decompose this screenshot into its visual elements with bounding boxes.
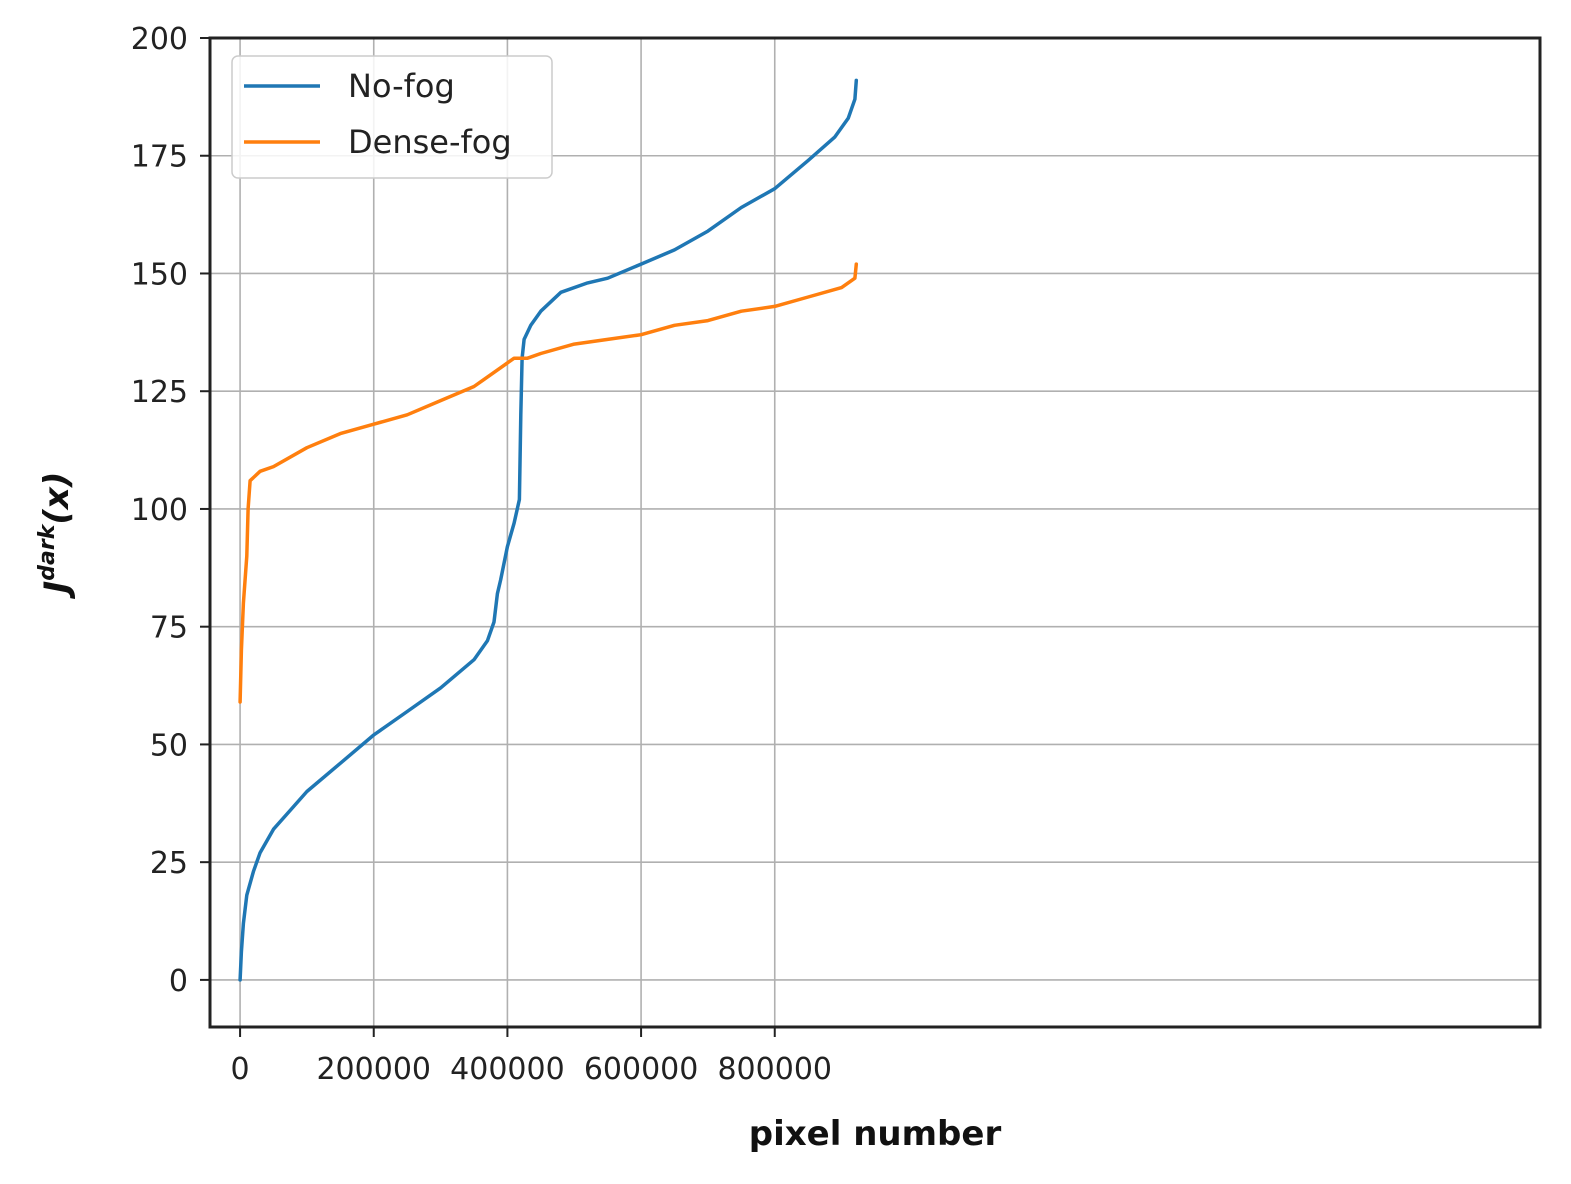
x-tick-label: 600000 bbox=[584, 1052, 699, 1087]
series-lines bbox=[238, 78, 859, 982]
legend: No-fog Dense-fog bbox=[231, 55, 553, 179]
x-tick-label: 800000 bbox=[717, 1052, 832, 1087]
x-tick-label: 400000 bbox=[450, 1052, 565, 1087]
y-tick-label: 25 bbox=[150, 846, 188, 881]
y-axis-label-superscript: dark bbox=[35, 523, 60, 580]
y-tick-label: 0 bbox=[169, 964, 188, 999]
legend-label-dense-fog: Dense-fog bbox=[348, 123, 512, 161]
y-axis-label: Jdark(x) bbox=[35, 472, 77, 600]
y-tick-label: 175 bbox=[131, 140, 188, 175]
y-tick-label: 150 bbox=[131, 257, 188, 292]
x-tick-label: 200000 bbox=[316, 1052, 431, 1087]
series-line-dense-fog bbox=[238, 262, 859, 704]
ticks: 0 200000 400000 600000 800000 0 25 50 75 100 125 15… bbox=[131, 22, 832, 1087]
series-line-no-fog bbox=[238, 78, 859, 982]
legend-label-no-fog: No-fog bbox=[348, 67, 455, 105]
y-tick-label: 75 bbox=[150, 611, 188, 646]
y-tick-label: 125 bbox=[131, 375, 188, 410]
y-tick-label: 50 bbox=[150, 728, 188, 763]
x-axis-label: pixel number bbox=[749, 1114, 1002, 1154]
y-axis-label-argument: (x) bbox=[37, 472, 77, 525]
plot-frame bbox=[208, 36, 1542, 1029]
y-tick-label: 100 bbox=[131, 493, 188, 528]
y-tick-label: 200 bbox=[131, 22, 188, 57]
x-tick-label: 0 bbox=[231, 1052, 250, 1087]
axis-labels: pixel number Jdark(x) bbox=[35, 472, 1001, 1154]
